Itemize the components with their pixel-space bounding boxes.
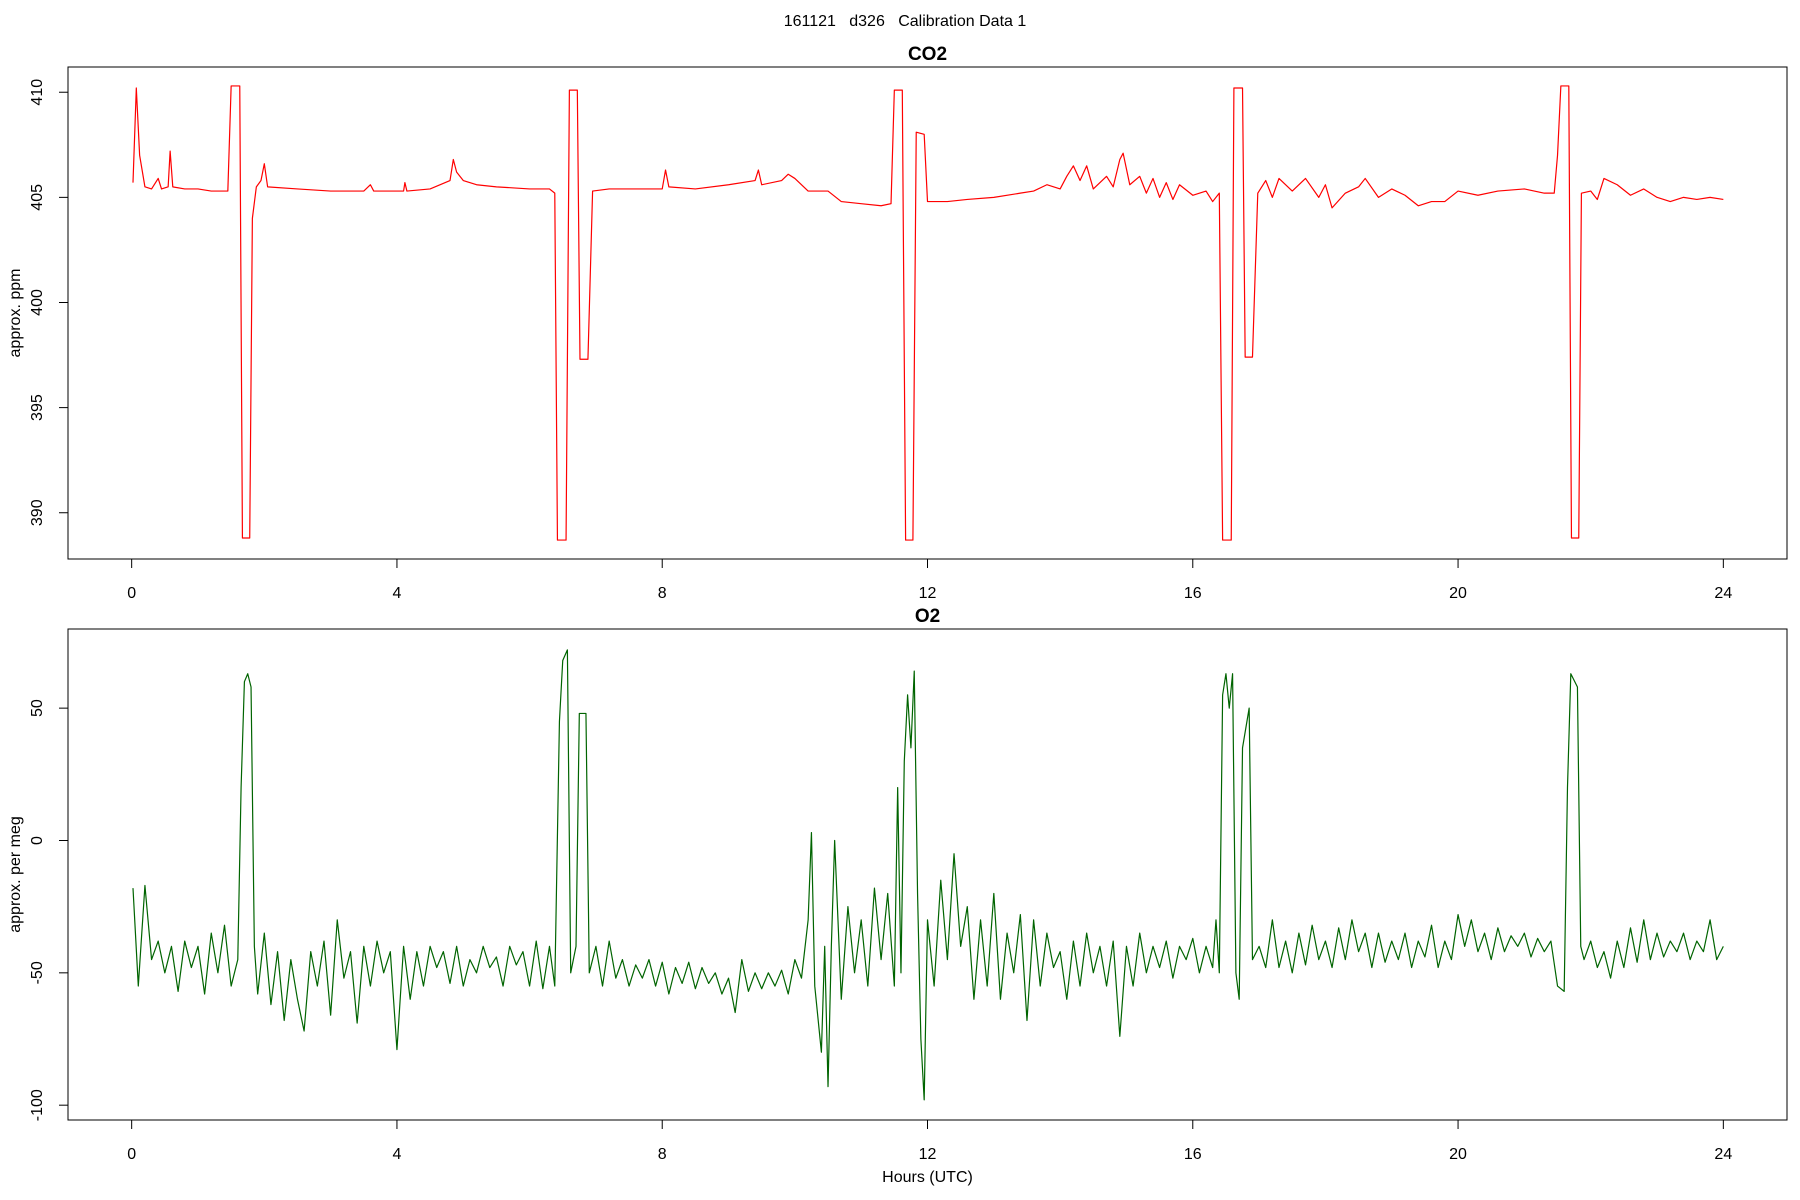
- y-tick-label: 405: [29, 184, 46, 211]
- x-tick-label: 8: [658, 1146, 667, 1163]
- y-tick-label: 395: [29, 394, 46, 421]
- x-tick-label: 24: [1714, 1146, 1732, 1163]
- x-tick-label: 16: [1184, 585, 1202, 602]
- x-tick-label: 4: [392, 1146, 401, 1163]
- plot-frame: [67, 628, 1788, 1121]
- x-tick-label: 20: [1449, 1146, 1467, 1163]
- panel-title: CO2: [908, 44, 947, 65]
- y-axis-label: approx. ppm: [7, 269, 24, 358]
- y-tick-label: 0: [29, 836, 46, 845]
- plot-frame: [67, 66, 1788, 560]
- y-tick-label: 400: [29, 289, 46, 316]
- x-tick-label: 4: [392, 585, 401, 602]
- data-line: [132, 649, 1724, 1101]
- page-title: 161121 d326 Calibration Data 1: [784, 13, 1027, 30]
- x-tick-label: 0: [127, 585, 136, 602]
- x-tick-label: 20: [1449, 585, 1467, 602]
- x-tick-label: 8: [658, 585, 667, 602]
- data-line: [132, 85, 1724, 541]
- x-tick-label: 12: [919, 1146, 937, 1163]
- y-tick-label: -100: [29, 1089, 46, 1121]
- x-tick-label: 24: [1714, 585, 1732, 602]
- x-tick-label: 0: [127, 1146, 136, 1163]
- y-axis-label: approx. per meg: [7, 816, 24, 933]
- x-axis-label: Hours (UTC): [882, 1169, 973, 1186]
- y-tick-label: -50: [29, 961, 46, 984]
- x-tick-label: 12: [919, 585, 937, 602]
- y-tick-label: 50: [29, 699, 46, 717]
- x-tick-label: 16: [1184, 1146, 1202, 1163]
- y-tick-label: 390: [29, 499, 46, 526]
- panel-title: O2: [915, 606, 940, 627]
- y-tick-label: 410: [29, 79, 46, 106]
